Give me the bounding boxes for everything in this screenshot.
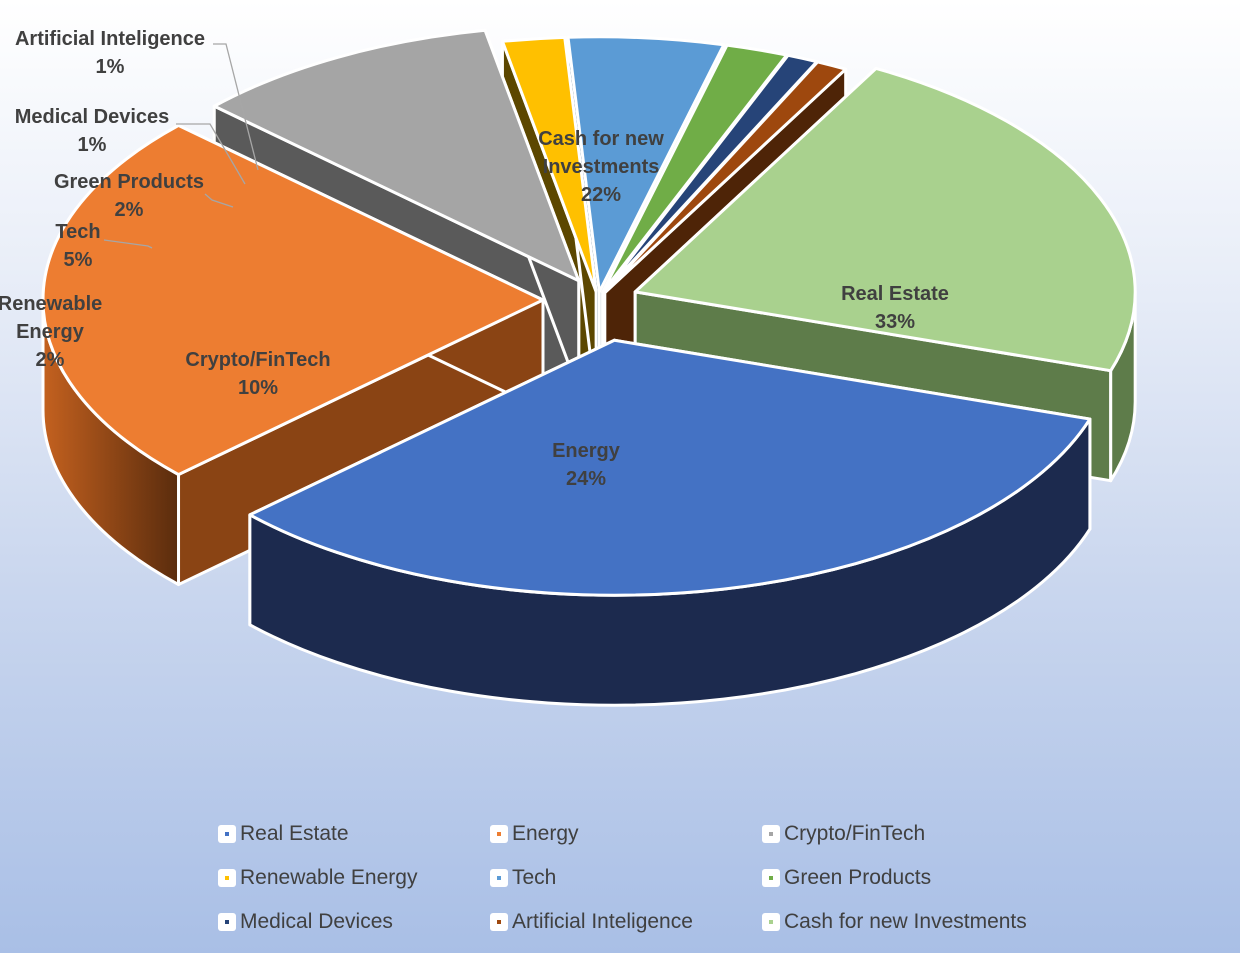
legend-item: Medical Devices (218, 910, 393, 934)
slice-data-label: Green Products 2% (54, 171, 204, 221)
slice-data-label: Cash for new Investments 22% (538, 128, 664, 206)
legend-label: Tech (512, 866, 557, 889)
legend-swatch (762, 825, 780, 843)
legend-item: Tech (490, 866, 556, 890)
leader-line (103, 239, 153, 249)
slice-data-label: Energy 24% (552, 440, 621, 490)
legend-swatch (218, 825, 236, 843)
slice-data-label: Medical Devices 1% (15, 106, 170, 156)
slice-data-label: Artificial Inteligence 1% (15, 28, 205, 78)
legend-item: Green Products (762, 866, 931, 890)
chart-legend: Real Estate Energy Crypto/FinTech Renewable… (218, 822, 1178, 942)
slice-data-label: Crypto/FinTech 10% (185, 349, 330, 399)
pie-slice (633, 66, 1137, 373)
slice-data-label: Renewable Energy 2% (0, 293, 102, 371)
slice-data-label: Tech 5% (55, 221, 100, 271)
legend-item: Energy (490, 822, 579, 846)
leader-line (213, 43, 259, 171)
legend-item: Artificial Inteligence (490, 910, 693, 934)
legend-label: Real Estate (240, 822, 349, 845)
legend-label: Cash for new Investments (784, 910, 1027, 933)
pie-slice (41, 123, 545, 477)
legend-swatch (490, 869, 508, 887)
legend-swatch (762, 869, 780, 887)
legend-item: Cash for new Investments (762, 910, 1027, 934)
legend-item: Crypto/FinTech (762, 822, 925, 846)
legend-swatch (218, 869, 236, 887)
legend-label: Crypto/FinTech (784, 822, 926, 845)
leader-line (204, 193, 234, 208)
legend-label: Artificial Inteligence (512, 910, 693, 933)
leader-line (176, 123, 246, 185)
pie-chart-svg: Real Estate 33% Energy 24% Crypto/FinTech 10%… (0, 28, 1137, 707)
legend-swatch (218, 913, 236, 931)
legend-label: Medical Devices (240, 910, 393, 933)
legend-label: Renewable Energy (240, 866, 418, 889)
pie-slice (603, 60, 848, 295)
legend-label: Green Products (784, 866, 932, 889)
legend-item: Renewable Energy (218, 866, 417, 890)
slice-data-label: Real Estate 33% (841, 283, 949, 333)
legend-swatch (762, 913, 780, 931)
legend-swatch (490, 825, 508, 843)
legend-item: Real Estate (218, 822, 349, 846)
legend-label: Energy (512, 822, 579, 845)
pie-slice (248, 338, 1092, 597)
pie-slice (500, 35, 598, 294)
legend-swatch (490, 913, 508, 931)
pie-slice (212, 28, 581, 283)
pie-slice (566, 35, 726, 294)
